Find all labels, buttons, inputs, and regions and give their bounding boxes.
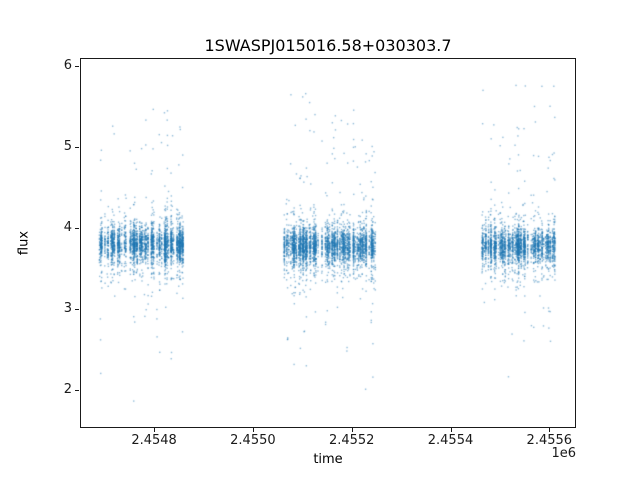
x-axis-label: time xyxy=(313,452,343,467)
y-tick-label: 3 xyxy=(63,300,72,316)
x-tick-label: 2.4548 xyxy=(131,433,177,448)
y-tick-label: 6 xyxy=(63,58,72,74)
y-tick-label: 5 xyxy=(63,138,72,154)
y-tick-label: 2 xyxy=(63,381,72,397)
x-tick-label: 2.4552 xyxy=(328,433,375,448)
x-tick-label: 2.4556 xyxy=(526,433,573,448)
y-tick-mark xyxy=(75,66,79,68)
y-tick-mark xyxy=(75,308,79,310)
x-tick-mark xyxy=(252,428,254,432)
x-tick-label: 2.4550 xyxy=(230,433,276,448)
plot-area xyxy=(80,58,576,428)
x-tick-mark xyxy=(549,428,551,432)
x-tick-label: 2.4554 xyxy=(427,433,474,448)
scatter-canvas xyxy=(81,59,575,427)
x-tick-mark xyxy=(351,428,353,432)
x-axis-offset-label: 1e6 xyxy=(551,446,576,461)
y-tick-mark xyxy=(75,146,79,148)
x-tick-mark xyxy=(450,428,452,432)
y-tick-mark xyxy=(75,227,79,229)
chart-title: 1SWASPJ015016.58+030303.7 xyxy=(204,36,452,55)
y-tick-mark xyxy=(75,389,79,391)
y-tick-label: 4 xyxy=(63,219,72,235)
x-tick-mark xyxy=(154,428,156,432)
